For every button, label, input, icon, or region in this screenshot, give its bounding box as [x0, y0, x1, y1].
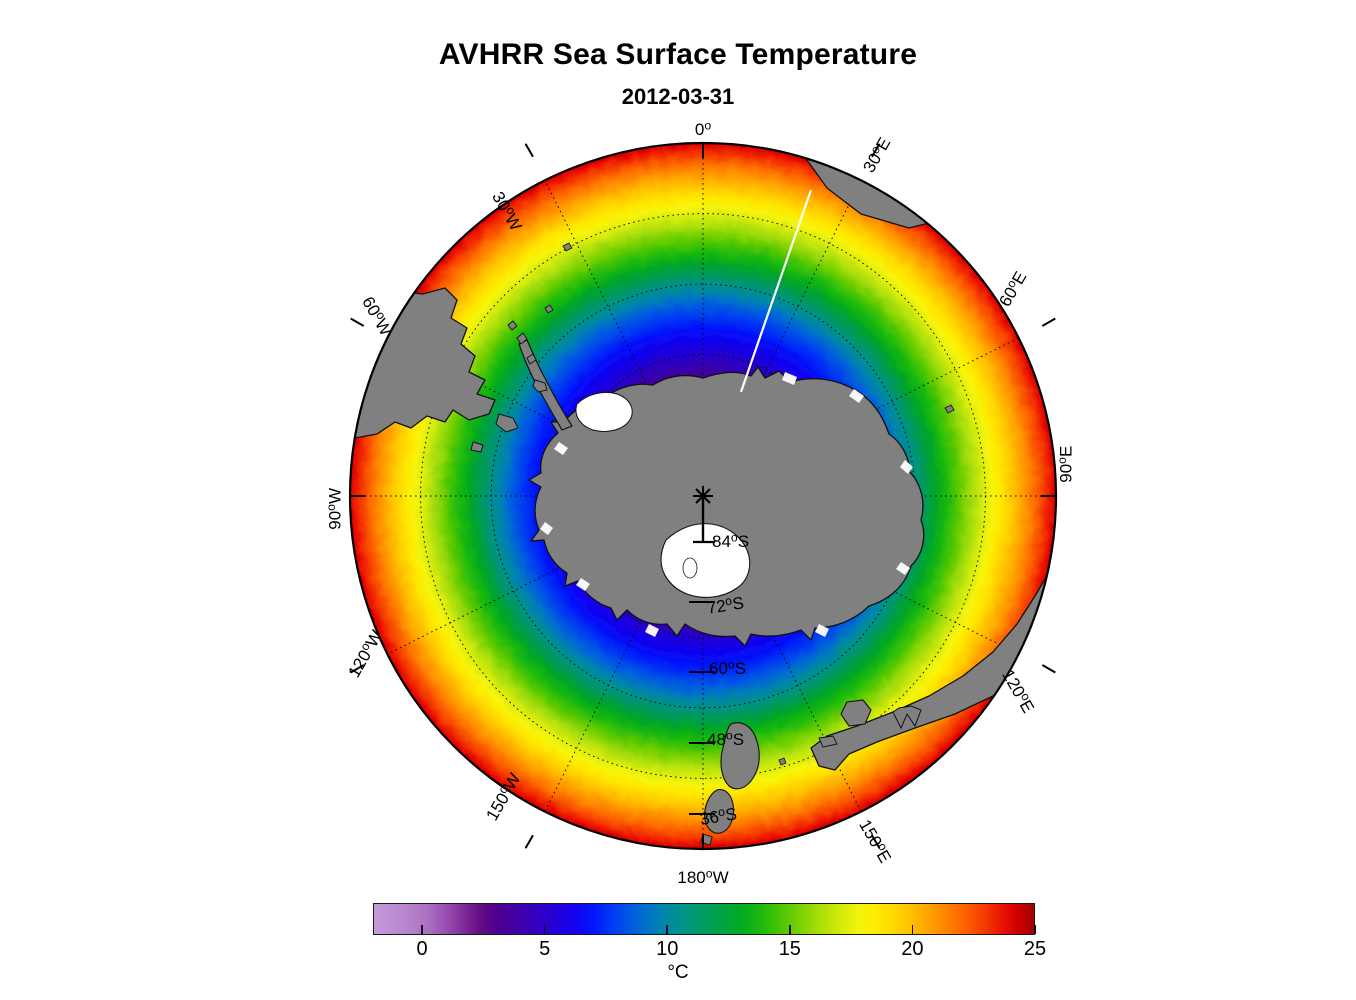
polar-map[interactable]: [349, 142, 1057, 850]
colorbar[interactable]: [373, 903, 1035, 935]
map-svg: [349, 142, 1057, 850]
lon-label-90W: 90oW: [323, 488, 345, 530]
colorbar-tick: [544, 925, 546, 934]
colorbar-tick: [912, 925, 914, 934]
colorbar-tick: [421, 925, 423, 934]
figure-canvas: AVHRR Sea Surface Temperature 2012-03-31: [0, 0, 1356, 1000]
colorbar-tick-label: 15: [779, 938, 801, 961]
colorbar-tick: [1034, 925, 1036, 934]
filchner-ronne-ice-shelf: [576, 392, 632, 431]
lon-label-90E: 90oE: [1054, 446, 1076, 483]
lat-label-48S: 48oS: [707, 728, 744, 750]
colorbar-gradient[interactable]: [373, 903, 1035, 935]
lon-label-0: 0o: [695, 118, 711, 140]
lon-label-180W: 180oW: [677, 866, 728, 888]
colorbar-tick: [666, 925, 668, 934]
colorbar-tick-label: 10: [656, 938, 678, 961]
page-subtitle: 2012-03-31: [0, 84, 1356, 110]
colorbar-tick-label: 20: [901, 938, 923, 961]
lat-label-84S: 84oS: [712, 530, 749, 552]
colorbar-tick-label: 5: [539, 938, 550, 961]
colorbar-tick: [789, 925, 791, 934]
colorbar-tick-label: 25: [1024, 938, 1046, 961]
colorbar-tick-label: 0: [416, 938, 427, 961]
page-title: AVHRR Sea Surface Temperature: [0, 38, 1356, 72]
lat-label-60S: 60oS: [709, 657, 746, 679]
colorbar-unit-label: °C: [0, 962, 1356, 984]
